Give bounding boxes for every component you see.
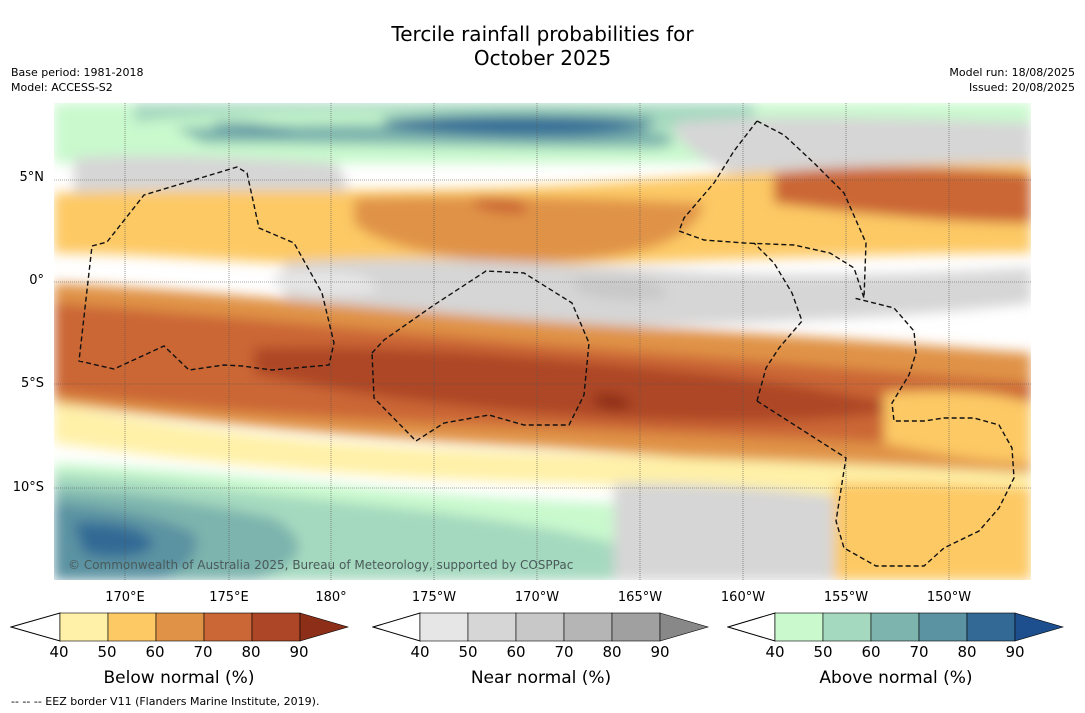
near-swatch <box>659 612 710 642</box>
below-tick: 50 <box>97 643 117 661</box>
above-swatch <box>870 612 920 642</box>
near-tick: 40 <box>410 643 430 661</box>
below-tick: 40 <box>49 643 69 661</box>
above-tick: 40 <box>765 643 785 661</box>
below-normal-colorbar <box>10 612 350 642</box>
lat-label-0: 0° <box>29 273 44 288</box>
near-tick: 60 <box>506 643 526 661</box>
copyright-notice: © Commonwealth of Australia 2025, Bureau… <box>68 558 574 572</box>
near-normal-colorbar <box>372 612 710 642</box>
near-swatch <box>611 612 661 642</box>
lat-label-5s: 5°S <box>20 376 44 391</box>
below-swatch <box>59 612 109 642</box>
issued-date: Issued: 20/08/2025 <box>968 81 1075 94</box>
model-name: Model: ACCESS-S2 <box>11 81 113 94</box>
near-normal-swatches <box>419 612 710 642</box>
map-canvas <box>54 103 1031 580</box>
lon-label-155w: 155°W <box>823 590 869 605</box>
below-tick: 60 <box>145 643 165 661</box>
near-normal-title: Near normal (%) <box>470 668 612 688</box>
rainfall-map <box>54 103 1031 580</box>
lon-label-175e: 175°E <box>209 590 249 605</box>
below-tick: 80 <box>241 643 261 661</box>
base-period: Base period: 1981-2018 <box>11 66 144 79</box>
near-swatch <box>515 612 565 642</box>
near-tick: 50 <box>458 643 478 661</box>
eez-footnote: -- -- -- EEZ border V11 (Flanders Marine… <box>11 695 320 708</box>
above-tick: 60 <box>861 643 881 661</box>
lat-label-10s: 10°S <box>12 480 44 495</box>
below-tick: 90 <box>289 643 309 661</box>
near-swatch <box>419 612 469 642</box>
near-swatch <box>467 612 517 642</box>
above-swatch <box>774 612 824 642</box>
map-title: Tercile rainfall probabilities for Octob… <box>0 22 1085 70</box>
below-swatch <box>203 612 253 642</box>
above-tick: 50 <box>813 643 833 661</box>
run-info: Model run: 18/08/2025 Issued: 20/08/2025 <box>949 65 1075 95</box>
near-tick: 90 <box>650 643 670 661</box>
lon-label-180: 180° <box>315 590 347 605</box>
lon-label-175w: 175°W <box>411 590 457 605</box>
below-normal-title: Below normal (%) <box>103 668 255 688</box>
near-tick: 80 <box>602 643 622 661</box>
lon-label-160w: 160°W <box>720 590 766 605</box>
above-tick: 90 <box>1005 643 1025 661</box>
title-line2: October 2025 <box>473 46 612 70</box>
above-normal-swatches <box>774 612 1065 642</box>
eez-borders <box>78 120 1015 567</box>
below-normal-swatches <box>59 612 350 642</box>
lon-label-170e: 170°E <box>105 590 145 605</box>
lon-label-165w: 165°W <box>617 590 663 605</box>
below-swatch <box>107 612 157 642</box>
below-swatch <box>299 612 350 642</box>
lon-label-150w: 150°W <box>926 590 972 605</box>
above-swatch <box>822 612 872 642</box>
lon-label-170w: 170°W <box>514 590 560 605</box>
above-swatch <box>966 612 1016 642</box>
above-swatch <box>918 612 968 642</box>
below-swatch <box>251 612 301 642</box>
model-info: Base period: 1981-2018 Model: ACCESS-S2 <box>11 65 143 95</box>
above-normal-colorbar <box>727 612 1065 642</box>
near-tick: 70 <box>554 643 574 661</box>
below-swatch <box>155 612 205 642</box>
model-run: Model run: 18/08/2025 <box>949 66 1075 79</box>
below-tick: 70 <box>193 643 213 661</box>
lat-label-5n: 5°N <box>19 170 45 185</box>
graticule <box>54 103 1031 580</box>
above-swatch <box>1014 612 1065 642</box>
above-normal-title: Above normal (%) <box>819 668 973 688</box>
title-line1: Tercile rainfall probabilities for <box>391 22 694 46</box>
above-tick: 80 <box>957 643 977 661</box>
above-tick: 70 <box>909 643 929 661</box>
near-swatch <box>563 612 613 642</box>
